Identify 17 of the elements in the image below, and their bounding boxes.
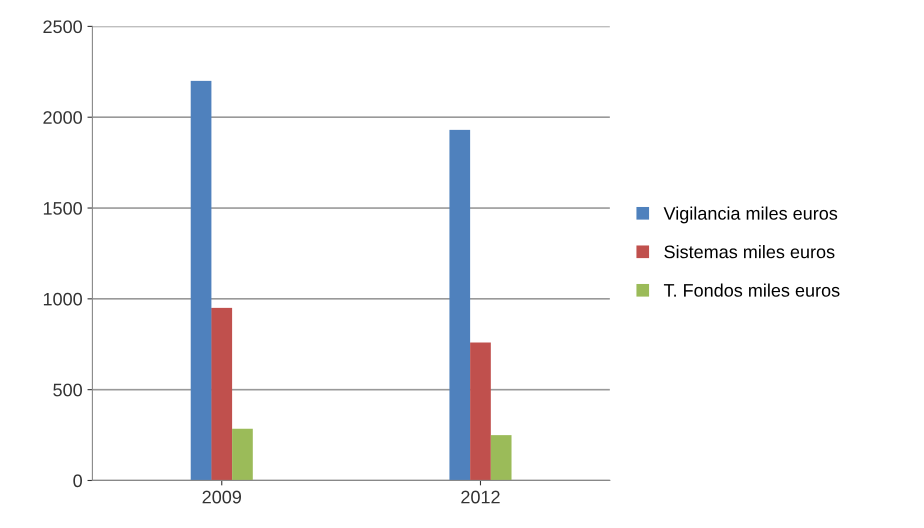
bar <box>190 80 212 480</box>
bar <box>490 435 512 480</box>
legend-label: Vigilancia miles euros <box>664 206 838 224</box>
y-tick-label: 1500 <box>44 202 82 215</box>
y-tick-label: 500 <box>53 384 82 396</box>
y-tick-label: 2000 <box>43 111 82 124</box>
y-tick-label: 1000 <box>44 292 82 306</box>
bar <box>232 428 253 480</box>
y-tick-label: 0 <box>73 474 82 488</box>
y-tick-label: 2500 <box>43 20 82 34</box>
bar <box>211 308 232 480</box>
bar <box>449 130 470 480</box>
x-tick-label: 2012 <box>461 490 500 504</box>
x-tick-label: 2009 <box>202 490 241 504</box>
bar <box>470 342 491 480</box>
legend-label: T. Fondos miles euros <box>664 284 840 297</box>
legend-label: Sistemas miles euros <box>664 245 834 258</box>
